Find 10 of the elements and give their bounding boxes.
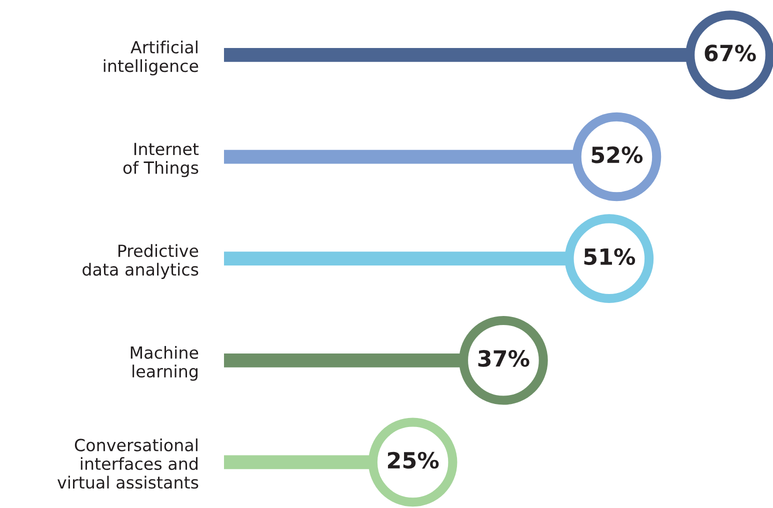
- y-tick-label: Internet of Things: [123, 142, 199, 178]
- y-tick-label: Conversational interfaces and virtual assistants: [57, 438, 198, 489]
- data-label: 25%: [388, 452, 439, 469]
- data-label: 51%: [584, 248, 636, 266]
- y-tick-label: Predictive data analytics: [82, 244, 198, 279]
- y-tick-label: Artificial intelligence: [104, 40, 198, 76]
- y-tick-label: Machine learning: [130, 346, 198, 381]
- data-label: 37%: [478, 350, 530, 367]
- data-label: 67%: [704, 44, 756, 62]
- data-label: 52%: [592, 146, 643, 164]
